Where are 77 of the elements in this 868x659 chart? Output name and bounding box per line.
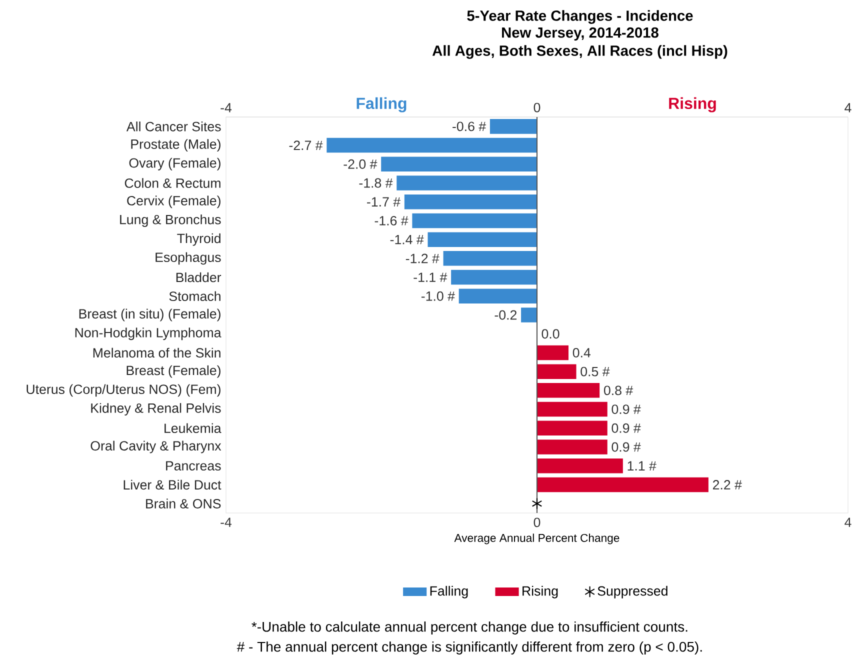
y-tick-label: Colon & Rectum <box>124 178 220 188</box>
bar <box>451 270 538 285</box>
data-label: 1.1 # <box>628 461 656 470</box>
y-tick-label: Liver & Bile Duct <box>124 480 222 490</box>
data-label: -1.1 # <box>414 272 448 282</box>
bar <box>536 345 568 360</box>
bar <box>536 440 608 454</box>
y-tick-label: Leukemia <box>164 423 222 434</box>
y-tick-label: Thyroid <box>177 233 220 246</box>
y-tick-label: Stomach <box>169 291 220 302</box>
x-axis-title: Average Annual Percent Change <box>454 534 620 544</box>
data-label: 0.0 <box>542 329 560 339</box>
text: All Ages, Both Sexes, All Races (incl Hisp) <box>432 45 728 59</box>
data-label: -1.7 # <box>367 197 400 206</box>
y-tick-label: Melanoma of the Skin <box>93 348 220 358</box>
bar <box>536 383 600 398</box>
y-tick-label: Ovary (Female) <box>129 158 220 170</box>
y-tick-label: Breast (in situ) (Female) <box>79 308 220 322</box>
x-tick-label: 4 <box>844 103 852 112</box>
bar <box>404 194 538 210</box>
y-tick-label: All Cancer Sites <box>126 122 221 132</box>
legend-label: Rising <box>522 586 558 598</box>
text: # - The annual percent change is significantly different from zero (p < 0.05). <box>236 641 702 655</box>
x2-tick-label: 0 <box>534 518 540 528</box>
x2-tick-label: 4 <box>844 518 852 527</box>
chart-subtitle: New Jersey, 2014-2018 <box>502 27 658 41</box>
y-tick-label: Kidney & Renal Pelvis <box>91 403 221 416</box>
bar <box>490 119 538 134</box>
data-label: 0.9 # <box>612 423 641 433</box>
x-tick-label: 0 <box>534 102 540 112</box>
bar <box>396 176 538 190</box>
data-label: -1.6 # <box>374 216 408 226</box>
bar <box>536 402 608 417</box>
data-label: -0.6 # <box>452 122 486 132</box>
data-label: -1.4 # <box>390 234 424 244</box>
y-tick-label: Pancreas <box>166 461 221 470</box>
data-label: -0.2 <box>494 310 517 320</box>
bar <box>443 251 538 266</box>
y-tick-label: Esophagus <box>156 252 221 265</box>
y-tick-label: Bladder <box>176 272 222 282</box>
bar <box>536 420 608 436</box>
text: Rising <box>669 97 716 112</box>
legend-label: Suppressed <box>598 586 668 598</box>
bar <box>458 288 538 304</box>
data-label: -1.0 # <box>421 291 455 301</box>
y-tick-label: Non-Hodgkin Lymphoma <box>75 328 222 340</box>
data-label: 0.9 # <box>612 442 641 452</box>
data-label: 2.2 # <box>712 480 742 490</box>
bar <box>536 458 623 474</box>
y-tick-label: Breast (Female) <box>126 365 220 378</box>
y-tick-label: Lung & Bronchus <box>120 214 221 227</box>
data-label: -1.8 # <box>359 178 393 188</box>
bar <box>521 308 538 322</box>
x-tick-label: -4 <box>220 103 232 112</box>
data-label: -2.7 # <box>289 140 323 150</box>
y-tick-label: Uterus (Corp/Uterus NOS) (Fem) <box>26 384 220 397</box>
bar <box>381 156 538 172</box>
data-label: 0.9 # <box>612 404 641 414</box>
data-label: -1.2 # <box>406 254 440 264</box>
data-label: 0.4 <box>572 348 591 358</box>
y-tick-label: Brain & ONS <box>146 498 221 508</box>
text: Falling <box>356 97 406 112</box>
bar <box>536 364 576 379</box>
y-tick-label: Cervix (Female) <box>127 196 220 208</box>
y-tick-label: Oral Cavity & Pharynx <box>90 440 222 454</box>
legend-label: Falling <box>430 586 468 598</box>
chart-title: 5-Year Rate Changes - Incidence <box>467 10 693 24</box>
bar <box>536 477 708 492</box>
data-label: -2.0 # <box>344 159 378 169</box>
x2-tick-label: -4 <box>220 518 232 527</box>
bar <box>428 232 538 247</box>
bar <box>412 213 538 228</box>
data-label: 0.8 # <box>604 386 634 396</box>
data-label: 0.5 # <box>580 366 610 376</box>
y-tick-label: Prostate (Male) <box>131 139 220 152</box>
text: *-Unable to calculate annual percent change due to insufficient counts. <box>252 621 688 635</box>
bar <box>326 138 538 153</box>
